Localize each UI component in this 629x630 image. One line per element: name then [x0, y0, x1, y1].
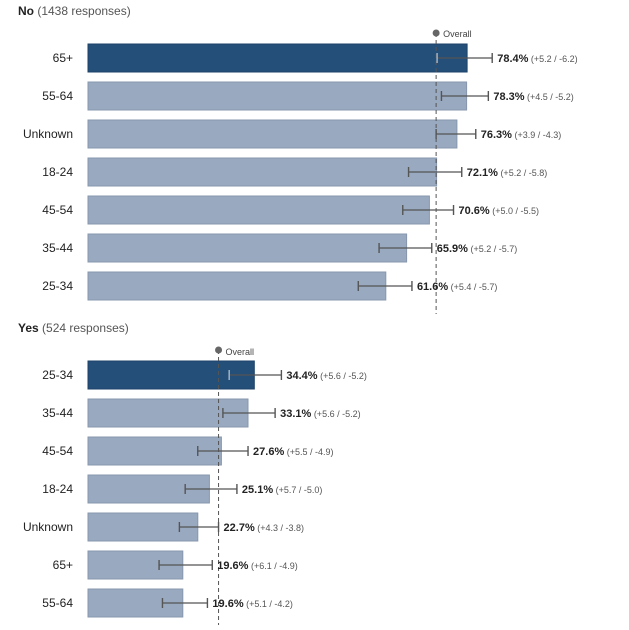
- data-label: 25.1% (+5.7 / -5.0): [242, 484, 322, 496]
- data-label-value: 61.6%: [417, 281, 448, 293]
- overall-label: Overall: [226, 347, 255, 357]
- data-label-error: (+4.5 / -5.2): [525, 92, 574, 102]
- category-label: Unknown: [23, 127, 73, 141]
- bar: [87, 119, 458, 149]
- data-label-value: 19.6%: [217, 560, 248, 572]
- category-label: 35-44: [42, 241, 73, 255]
- panel-title-bold: Yes: [18, 321, 39, 335]
- data-label-error: (+4.3 / -3.8): [255, 523, 304, 533]
- data-label-value: 34.4%: [286, 370, 317, 382]
- data-label-value: 78.4%: [497, 53, 528, 65]
- category-label: Unknown: [23, 520, 73, 534]
- data-label-value: 72.1%: [467, 167, 498, 179]
- data-label-error: (+5.7 / -5.0): [273, 485, 322, 495]
- data-label-error: (+5.2 / -5.7): [468, 244, 517, 254]
- category-label: 35-44: [42, 406, 73, 420]
- category-label: 18-24: [42, 482, 73, 496]
- data-label: 19.6% (+6.1 / -4.9): [217, 560, 297, 572]
- category-label: 45-54: [42, 203, 73, 217]
- bar: [87, 271, 387, 301]
- data-label-error: (+5.6 / -5.2): [318, 371, 367, 381]
- data-label-value: 25.1%: [242, 484, 273, 496]
- data-label-value: 70.6%: [459, 205, 490, 217]
- data-label: 27.6% (+5.5 / -4.9): [253, 446, 333, 458]
- data-label: 70.6% (+5.0 / -5.5): [459, 205, 539, 217]
- bar: [87, 43, 468, 73]
- panel-title-count: (1438 responses): [34, 4, 131, 18]
- data-label-error: (+5.2 / -6.2): [528, 54, 577, 64]
- panel-title: No (1438 responses): [18, 4, 131, 18]
- category-label: 55-64: [42, 596, 73, 610]
- data-label-value: 78.3%: [493, 91, 524, 103]
- data-label: 33.1% (+5.6 / -5.2): [280, 408, 360, 420]
- category-label: 25-34: [42, 368, 73, 382]
- panel-title-bold: No: [18, 4, 34, 18]
- data-label: 78.3% (+4.5 / -5.2): [493, 91, 573, 103]
- category-label: 65+: [53, 558, 73, 572]
- data-label-value: 19.6%: [212, 598, 243, 610]
- data-label-value: 22.7%: [224, 522, 255, 534]
- data-label: 22.7% (+4.3 / -3.8): [224, 522, 304, 534]
- data-label-error: (+6.1 / -4.9): [248, 561, 297, 571]
- panel-title: Yes (524 responses): [18, 321, 129, 335]
- bar: [87, 157, 438, 187]
- data-label: 65.9% (+5.2 / -5.7): [437, 243, 517, 255]
- category-label: 55-64: [42, 89, 73, 103]
- data-label-error: (+5.4 / -5.7): [448, 282, 497, 292]
- bar: [87, 195, 430, 225]
- data-label-error: (+5.5 / -4.9): [284, 447, 333, 457]
- bar: [87, 81, 468, 111]
- category-label: 45-54: [42, 444, 73, 458]
- overall-marker-dot: [432, 29, 440, 37]
- category-label: 25-34: [42, 279, 73, 293]
- data-label-value: 33.1%: [280, 408, 311, 420]
- data-label: 78.4% (+5.2 / -6.2): [497, 53, 577, 65]
- data-label-value: 65.9%: [437, 243, 468, 255]
- category-label: 18-24: [42, 165, 73, 179]
- data-label: 76.3% (+3.9 / -4.3): [481, 129, 561, 141]
- data-label-error: (+5.0 / -5.5): [490, 206, 539, 216]
- bar: [87, 360, 255, 390]
- data-label-value: 76.3%: [481, 129, 512, 141]
- overall-label: Overall: [443, 29, 472, 39]
- data-label: 61.6% (+5.4 / -5.7): [417, 281, 497, 293]
- bar: [87, 398, 249, 428]
- data-label: 34.4% (+5.6 / -5.2): [286, 370, 366, 382]
- data-label-error: (+5.1 / -4.2): [244, 599, 293, 609]
- data-label-error: (+5.2 / -5.8): [498, 168, 547, 178]
- data-label-value: 27.6%: [253, 446, 284, 458]
- data-label-error: (+3.9 / -4.3): [512, 130, 561, 140]
- panel-title-count: (524 responses): [39, 321, 129, 335]
- category-label: 65+: [53, 51, 73, 65]
- data-label: 19.6% (+5.1 / -4.2): [212, 598, 292, 610]
- data-label-error: (+5.6 / -5.2): [311, 409, 360, 419]
- overall-marker-dot: [215, 346, 223, 354]
- data-label: 72.1% (+5.2 / -5.8): [467, 167, 547, 179]
- bar: [87, 233, 408, 263]
